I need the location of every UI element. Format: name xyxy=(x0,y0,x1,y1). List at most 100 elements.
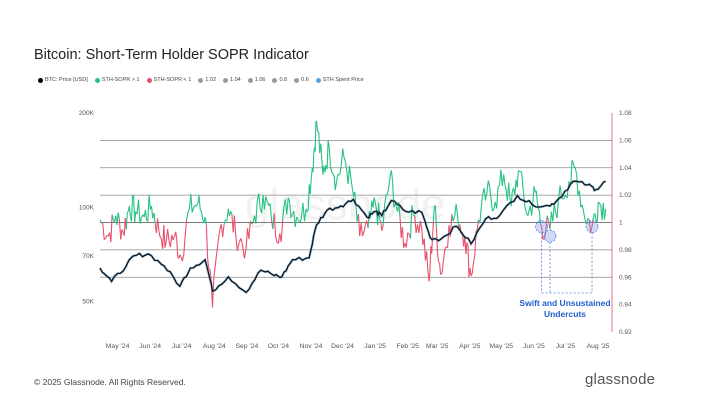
brand-logo[interactable]: glassnode xyxy=(585,371,656,388)
sopr-segment xyxy=(447,225,450,248)
sopr-segment xyxy=(299,218,302,223)
x-tick-label: Jun '25 xyxy=(523,343,545,350)
sopr-segment xyxy=(343,156,346,162)
sopr-segment xyxy=(128,206,132,217)
left-tick-label: 50K xyxy=(82,299,94,306)
sopr-segment xyxy=(235,233,238,251)
legend-swatch xyxy=(146,77,152,83)
sopr-segment xyxy=(428,271,431,282)
sopr-segment xyxy=(347,165,351,185)
sopr-segment xyxy=(603,208,607,220)
legend-swatch xyxy=(223,77,229,83)
x-tick-label: Jul '25 xyxy=(556,343,576,350)
sopr-segment xyxy=(412,213,416,217)
sopr-segment xyxy=(263,196,267,210)
highlight-circle xyxy=(585,220,599,234)
sopr-segment xyxy=(471,261,475,274)
sopr-segment xyxy=(421,227,424,245)
x-tick-label: Mar '25 xyxy=(426,343,449,350)
sopr-segment xyxy=(596,201,599,222)
sopr-segment xyxy=(302,202,306,222)
right-tick-label: 1 xyxy=(619,220,623,227)
sopr-segment xyxy=(483,187,487,201)
sopr-segment xyxy=(102,223,105,240)
sopr-segment xyxy=(489,186,492,200)
sopr-segment xyxy=(432,206,435,222)
legend-item[interactable]: 0.6 xyxy=(294,77,309,83)
sopr-segment xyxy=(455,204,459,215)
sopr-segment xyxy=(496,186,499,209)
sopr-segment xyxy=(573,166,576,169)
x-tick-label: Apr '25 xyxy=(459,343,481,350)
sopr-segment xyxy=(306,209,309,213)
right-tick-label: 0.94 xyxy=(619,302,632,309)
sopr-segment xyxy=(497,185,500,187)
legend-swatch xyxy=(94,77,100,83)
sopr-segment xyxy=(429,246,432,273)
sopr-segment xyxy=(184,219,188,236)
sopr-segment xyxy=(117,212,120,220)
legend-item[interactable]: 0.8 xyxy=(272,77,287,83)
sopr-segment xyxy=(360,223,364,237)
sopr-segment xyxy=(258,193,261,210)
sopr-segment xyxy=(280,220,284,242)
sopr-segment xyxy=(571,159,574,164)
sopr-segment xyxy=(148,195,151,210)
price-series xyxy=(98,179,607,295)
sopr-segment xyxy=(439,263,442,275)
sopr-segment xyxy=(351,188,355,197)
legend-swatch xyxy=(198,77,204,83)
sopr-segment xyxy=(390,170,394,182)
legend-label: 1.06 xyxy=(254,77,266,83)
right-tick-label: 0.98 xyxy=(619,247,632,254)
sopr-segment xyxy=(487,180,491,187)
legend-label: STH Spent Price xyxy=(322,77,364,83)
sopr-segment xyxy=(167,229,170,241)
sopr-segment xyxy=(479,206,482,224)
sopr-segment xyxy=(583,211,586,220)
sopr-segment xyxy=(599,203,602,206)
sopr-segment xyxy=(532,186,535,204)
sopr-segment xyxy=(329,165,333,172)
sopr-segment xyxy=(441,260,444,274)
sopr-segment xyxy=(361,232,365,237)
sopr-segment xyxy=(414,216,417,233)
sopr-segment xyxy=(126,210,129,214)
sopr-segment xyxy=(326,140,329,170)
x-tick-label: May '25 xyxy=(490,343,514,350)
sopr-segment xyxy=(490,199,494,212)
legend-item[interactable]: 1.04 xyxy=(223,77,241,83)
sopr-segment xyxy=(576,173,579,196)
sopr-segment xyxy=(419,220,423,229)
sopr-segment xyxy=(99,219,102,224)
legend-item[interactable]: BTC: Price [USD] xyxy=(38,77,88,83)
legend-label: 0.6 xyxy=(301,77,309,83)
sopr-segment xyxy=(307,184,310,211)
sopr-segment xyxy=(350,178,353,189)
sopr-segment xyxy=(570,160,573,182)
sopr-segment xyxy=(469,268,472,276)
sopr-segment xyxy=(407,232,410,235)
sopr-segment xyxy=(147,195,150,222)
sopr-segment xyxy=(198,195,201,210)
legend-item[interactable]: 1.02 xyxy=(198,77,216,83)
sopr-segment xyxy=(492,208,495,212)
legend-item[interactable]: 1.06 xyxy=(247,77,266,83)
legend-label: 1.04 xyxy=(230,77,241,83)
sopr-segment xyxy=(275,235,278,243)
sopr-segment xyxy=(187,208,190,213)
sopr-segment xyxy=(204,216,207,225)
legend-item[interactable]: STH Spent Price xyxy=(315,77,364,83)
sopr-segment xyxy=(309,177,312,194)
sopr-segment xyxy=(133,195,136,223)
sopr-segment xyxy=(163,225,166,248)
sopr-segment xyxy=(179,254,182,257)
sopr-segment xyxy=(293,210,296,228)
legend-item[interactable]: STH-SOPR > 1 xyxy=(94,77,140,83)
sopr-segment xyxy=(535,190,538,204)
sopr-segment xyxy=(236,242,240,251)
sopr-segment xyxy=(183,235,186,255)
sopr-segment xyxy=(386,186,390,195)
legend-item[interactable]: STH-SOPR < 1 xyxy=(146,77,191,83)
